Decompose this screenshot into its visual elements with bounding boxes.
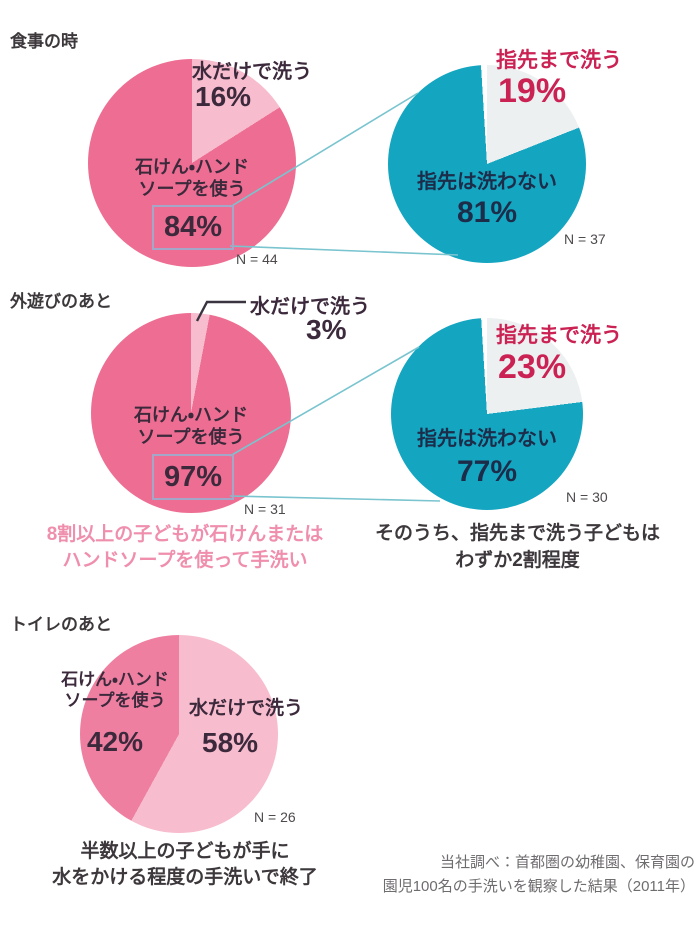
sample-size-label: N = 31 — [244, 501, 286, 517]
slice-label-soap: 石けん・ハンド ソープを使う — [91, 404, 291, 448]
sample-size-label: N = 37 — [564, 231, 606, 247]
slice-label-soap-line1: 石けん・ハンド — [134, 157, 250, 177]
slice-label-fingertips-washed: 指先まで洗う — [496, 49, 622, 72]
caption-toilet-line1: 半数以上の子どもが手に — [80, 841, 290, 862]
slice-value-water-only: 3% — [306, 314, 347, 345]
slice-label-water-only: 水だけで洗う — [189, 698, 304, 719]
caption-soap-usage-line2: ハンドソープを使って手洗い — [62, 550, 308, 571]
sample-size-label: N = 44 — [236, 251, 278, 267]
slice-label-soap: 石けん・ハンド ソープを使う — [92, 156, 292, 200]
slice-value-fingertips-washed: 19% — [498, 72, 567, 110]
source-note-line1: 当社調べ：首都圏の幼稚園、保育園の — [439, 854, 695, 871]
sample-size-label: N = 30 — [566, 489, 608, 505]
zoom-box-84-percent: 84% — [152, 205, 234, 250]
slice-value-fingertips-not-washed: 81% — [456, 196, 518, 229]
section-title-mealtime: 食事の時 — [10, 32, 78, 51]
caption-soap-usage: 8割以上の子どもが石けんまたは ハンドソープを使って手洗い — [20, 522, 350, 574]
source-note: 当社調べ：首都圏の幼稚園、保育園の 園児100名の手洗いを観察した結果（2011… — [335, 851, 695, 899]
pie-chart-outdoor-detail — [391, 318, 583, 510]
slice-value-soap: 42% — [86, 726, 144, 757]
caption-fingertips-line1: そのうち、指先まで洗う子どもは — [374, 523, 660, 544]
caption-fingertips: そのうち、指先まで洗う子どもは わずか2割程度 — [345, 520, 690, 574]
slice-label-soap-line2: ソープを使う — [137, 427, 245, 447]
slice-label-soap-line2: ソープを使う — [138, 179, 246, 199]
sample-size-label: N = 26 — [254, 809, 296, 825]
slice-value-water-only: 16% — [195, 81, 252, 112]
slice-label-fingertips-not-washed: 指先は洗わない — [417, 171, 557, 193]
slice-label-soap: 石けん・ハンド ソープを使う — [30, 669, 200, 711]
zoom-box-97-percent: 97% — [152, 454, 234, 500]
slice-value-soap: 97% — [163, 460, 223, 493]
section-title-toilet: トイレのあと — [10, 615, 112, 634]
slice-value-fingertips-washed: 23% — [498, 348, 567, 386]
slice-label-soap-line2: ソープを使う — [64, 691, 166, 710]
section-title-outdoor: 外遊びのあと — [10, 292, 112, 311]
caption-toilet-line2: 水をかける程度の手洗いで終了 — [52, 867, 318, 888]
source-note-line2: 園児100名の手洗いを観察した結果（2011年） — [382, 878, 695, 895]
slice-label-water-only: 水だけで洗う — [250, 296, 370, 318]
slice-label-soap-line1: 石けん・ハンド — [133, 405, 249, 425]
slice-value-water-only: 58% — [202, 727, 259, 758]
slice-label-water-only: 水だけで洗う — [192, 61, 312, 83]
caption-fingertips-line2: わずか2割程度 — [455, 550, 580, 571]
caption-soap-usage-line1: 8割以上の子どもが石けんまたは — [46, 524, 324, 545]
pie-chart-toilet — [80, 635, 278, 833]
slice-value-soap: 84% — [163, 211, 223, 243]
slice-label-soap-line1: 石けん・ハンド — [61, 670, 169, 689]
slice-label-fingertips-washed: 指先まで洗う — [496, 324, 622, 347]
pie-chart-mealtime-detail — [388, 65, 586, 263]
slice-value-fingertips-not-washed: 77% — [456, 455, 518, 488]
caption-toilet: 半数以上の子どもが手に 水をかける程度の手洗いで終了 — [20, 839, 350, 891]
slice-label-fingertips-not-washed: 指先は洗わない — [417, 428, 557, 450]
